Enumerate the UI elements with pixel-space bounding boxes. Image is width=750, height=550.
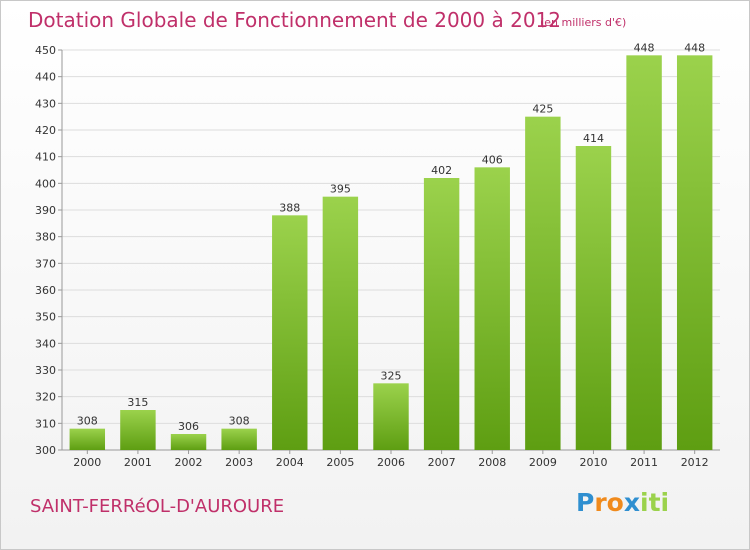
bar-value-2002: 306 (178, 420, 199, 433)
proxiti-logo[interactable]: Proxiti (576, 488, 669, 517)
bar-2008 (474, 167, 510, 451)
bar-2003 (221, 428, 257, 450)
y-tick-label: 360 (35, 284, 56, 297)
y-tick-label: 300 (35, 444, 56, 457)
bar-2007 (423, 178, 460, 450)
bar-2009 (525, 116, 561, 451)
bar-value-2000: 308 (77, 415, 98, 428)
x-tick-label-2003: 2003 (225, 456, 253, 469)
y-tick-label: 430 (35, 97, 56, 110)
y-tick-label: 350 (35, 311, 56, 324)
logo-letter: i (640, 488, 649, 517)
bar-value-2006: 325 (381, 369, 402, 382)
chart-title: Dotation Globale de Fonctionnement de 20… (28, 8, 561, 32)
bar-2010 (575, 146, 612, 450)
commune-name: SAINT-FERRéOL-D'AUROURE (30, 496, 285, 517)
y-tick-label: 420 (35, 124, 56, 137)
bar-value-2007: 402 (431, 164, 452, 177)
bar-2012 (676, 55, 713, 450)
bar-2004 (272, 215, 308, 450)
x-tick-label-2010: 2010 (579, 456, 607, 469)
bar-value-2003: 308 (229, 415, 250, 428)
unit-note: (en milliers d'€) (540, 16, 627, 29)
x-tick-label-2011: 2011 (630, 456, 658, 469)
bar-2002 (170, 434, 207, 450)
bar-2005 (322, 196, 359, 450)
axes: 300 310 320 330 340 350 360 370 380 390 400 410 420 4… (35, 44, 720, 469)
y-tick-label: 330 (35, 364, 56, 377)
y-tick-label: 440 (35, 71, 56, 84)
x-tick-label-2004: 2004 (276, 456, 304, 469)
x-tick-label-2007: 2007 (428, 456, 456, 469)
x-tick-label-2012: 2012 (681, 456, 709, 469)
y-tick-label: 400 (35, 177, 56, 190)
bar-value-2010: 414 (583, 132, 604, 145)
bar-value-2004: 388 (279, 201, 300, 214)
x-tick-label-2006: 2006 (377, 456, 405, 469)
logo-letter: t (648, 488, 661, 517)
logo-letter: o (606, 488, 624, 517)
y-tick-label: 410 (35, 151, 56, 164)
x-tick-label-2008: 2008 (478, 456, 506, 469)
y-tick-label: 320 (35, 391, 56, 404)
y-tick-label: 380 (35, 231, 56, 244)
bar-value-2008: 406 (482, 153, 503, 166)
bar-value-2001: 315 (127, 396, 148, 409)
x-tick-label-2009: 2009 (529, 456, 557, 469)
y-tick-label: 390 (35, 204, 56, 217)
bar-value-2012: 448 (684, 41, 705, 54)
x-tick-label-2001: 2001 (124, 456, 152, 469)
bars (69, 55, 713, 451)
y-tick-label: 370 (35, 257, 56, 270)
data-labels: 308 315 306 308 388 395 325 402 406 425 414 448 448 (77, 41, 705, 433)
bar-value-2009: 425 (532, 103, 553, 116)
bar-2006 (373, 383, 409, 450)
x-tick-label-2000: 2000 (73, 456, 101, 469)
bar-2001 (120, 410, 156, 450)
logo-letter: i (660, 488, 670, 517)
bar-value-2011: 448 (634, 41, 655, 54)
logo-letter: P (576, 488, 595, 517)
y-tick-label: 310 (35, 417, 56, 430)
logo-letter: r (594, 488, 607, 517)
y-tick-label: 340 (35, 337, 56, 350)
logo-letter: x (623, 488, 640, 517)
x-tick-label-2002: 2002 (175, 456, 203, 469)
bar-value-2005: 395 (330, 183, 351, 196)
x-tick-label-2005: 2005 (326, 456, 354, 469)
bar-2000 (69, 428, 106, 450)
y-tick-label: 450 (35, 44, 56, 57)
bar-2011 (626, 55, 662, 450)
